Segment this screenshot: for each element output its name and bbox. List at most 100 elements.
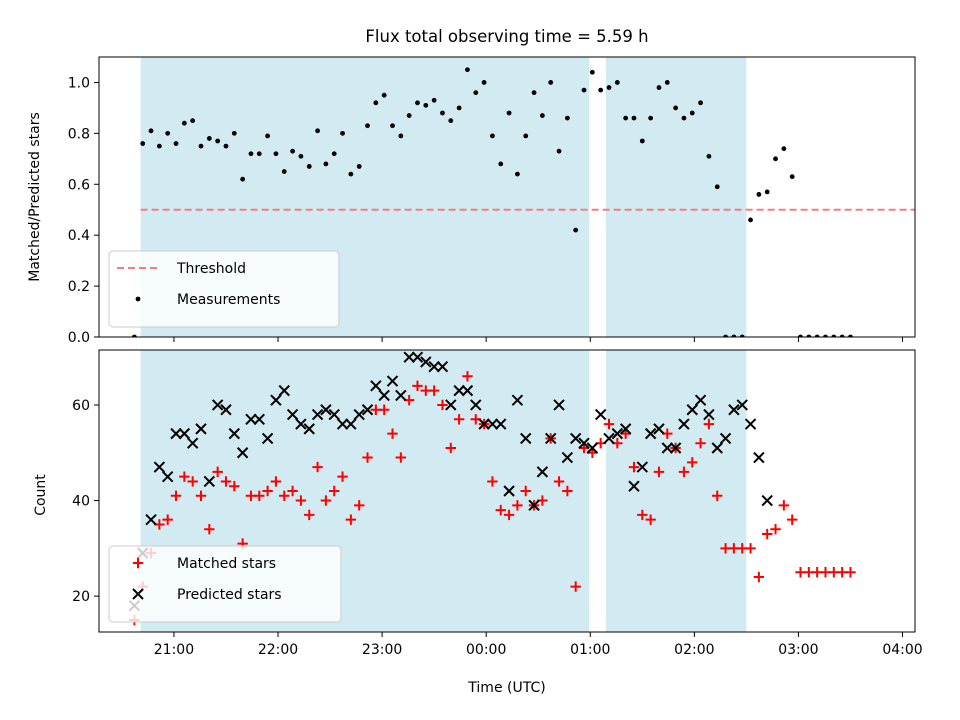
data-point [304, 509, 315, 521]
data-point [711, 442, 723, 454]
data-point [231, 130, 237, 136]
data-point [495, 418, 507, 430]
data-point [798, 334, 803, 337]
data-point [539, 113, 545, 118]
data-point [229, 481, 240, 492]
data-point [431, 97, 437, 103]
data-point [490, 133, 495, 139]
data-point [328, 408, 340, 421]
data-point [564, 115, 570, 121]
data-point [273, 151, 279, 157]
data-point [315, 128, 320, 134]
data-point [548, 80, 554, 85]
data-point [839, 334, 845, 337]
data-point [211, 399, 224, 411]
y-tick-label: 40 [72, 494, 90, 510]
data-point [295, 495, 307, 506]
data-point [311, 408, 324, 421]
data-point [781, 146, 787, 152]
x-axis-label: Time (UTC) [467, 680, 545, 696]
data-point [156, 143, 162, 149]
data-point [228, 427, 241, 440]
y-tick-label: 0.6 [68, 177, 90, 193]
data-point [569, 432, 582, 445]
data-point [645, 514, 656, 525]
data-point [153, 461, 166, 473]
data-point [486, 418, 499, 430]
data-point [462, 371, 473, 382]
x-tick-label: 00:00 [466, 642, 506, 658]
data-point [465, 67, 470, 73]
data-point [761, 494, 773, 507]
observing-window [605, 350, 747, 632]
y-tick-label: 0.0 [68, 330, 90, 346]
data-point [132, 557, 144, 569]
top-panel: 0.0 0.2 0.4 0.6 0.8 1.0 Matched/Predicted sta… [27, 56, 916, 346]
data-point [686, 404, 698, 416]
data-point [162, 514, 173, 525]
data-point [145, 513, 157, 526]
data-point [395, 389, 407, 402]
data-point [745, 543, 756, 554]
data-point [589, 69, 595, 75]
data-point [648, 115, 654, 121]
data-point [823, 334, 828, 337]
data-point [362, 452, 373, 463]
data-point [748, 217, 753, 223]
y-tick-label: 1.0 [68, 75, 90, 91]
data-point [703, 418, 715, 430]
data-point [570, 581, 581, 592]
data-point [637, 509, 648, 521]
y-tick-label: 60 [72, 398, 90, 414]
data-point [195, 423, 207, 435]
legend-label: Matched stars [177, 556, 276, 572]
y-tick-label: 0.2 [68, 279, 90, 295]
data-point [204, 524, 215, 535]
data-point [423, 102, 429, 108]
data-point [461, 384, 474, 397]
data-point [406, 113, 412, 118]
data-point [336, 418, 349, 430]
chart-title: Flux total observing time = 5.59 h [365, 27, 648, 46]
data-point [806, 334, 812, 337]
data-point [278, 384, 290, 397]
data-point [186, 437, 199, 449]
legend-label: Measurements [177, 292, 280, 308]
data-point [306, 164, 312, 169]
data-point [511, 394, 524, 406]
data-point [181, 120, 187, 126]
data-point [420, 356, 432, 368]
data-point [440, 110, 445, 116]
data-point [256, 151, 262, 157]
data-point [473, 90, 479, 96]
data-point [523, 133, 529, 139]
data-point [303, 423, 315, 435]
data-point [165, 130, 171, 136]
data-point [353, 408, 365, 421]
data-point [437, 399, 448, 411]
data-point [132, 588, 144, 600]
data-point [664, 80, 670, 85]
data-point [140, 141, 146, 146]
data-point [361, 404, 374, 416]
data-point [345, 418, 357, 430]
data-point [487, 476, 498, 487]
data-point [698, 100, 703, 106]
data-point [786, 514, 798, 525]
data-point [695, 438, 706, 449]
data-point [515, 171, 520, 177]
data-point [545, 432, 557, 445]
legend-label: Predicted stars [177, 587, 282, 603]
data-point [320, 495, 332, 506]
data-point [378, 404, 390, 415]
data-point [445, 399, 457, 411]
data-point [323, 161, 329, 167]
data-point [598, 87, 604, 93]
data-point [773, 156, 778, 162]
data-point [220, 476, 232, 487]
data-point [744, 418, 757, 430]
data-point [531, 90, 537, 96]
data-point [694, 394, 707, 406]
data-point [706, 153, 712, 159]
